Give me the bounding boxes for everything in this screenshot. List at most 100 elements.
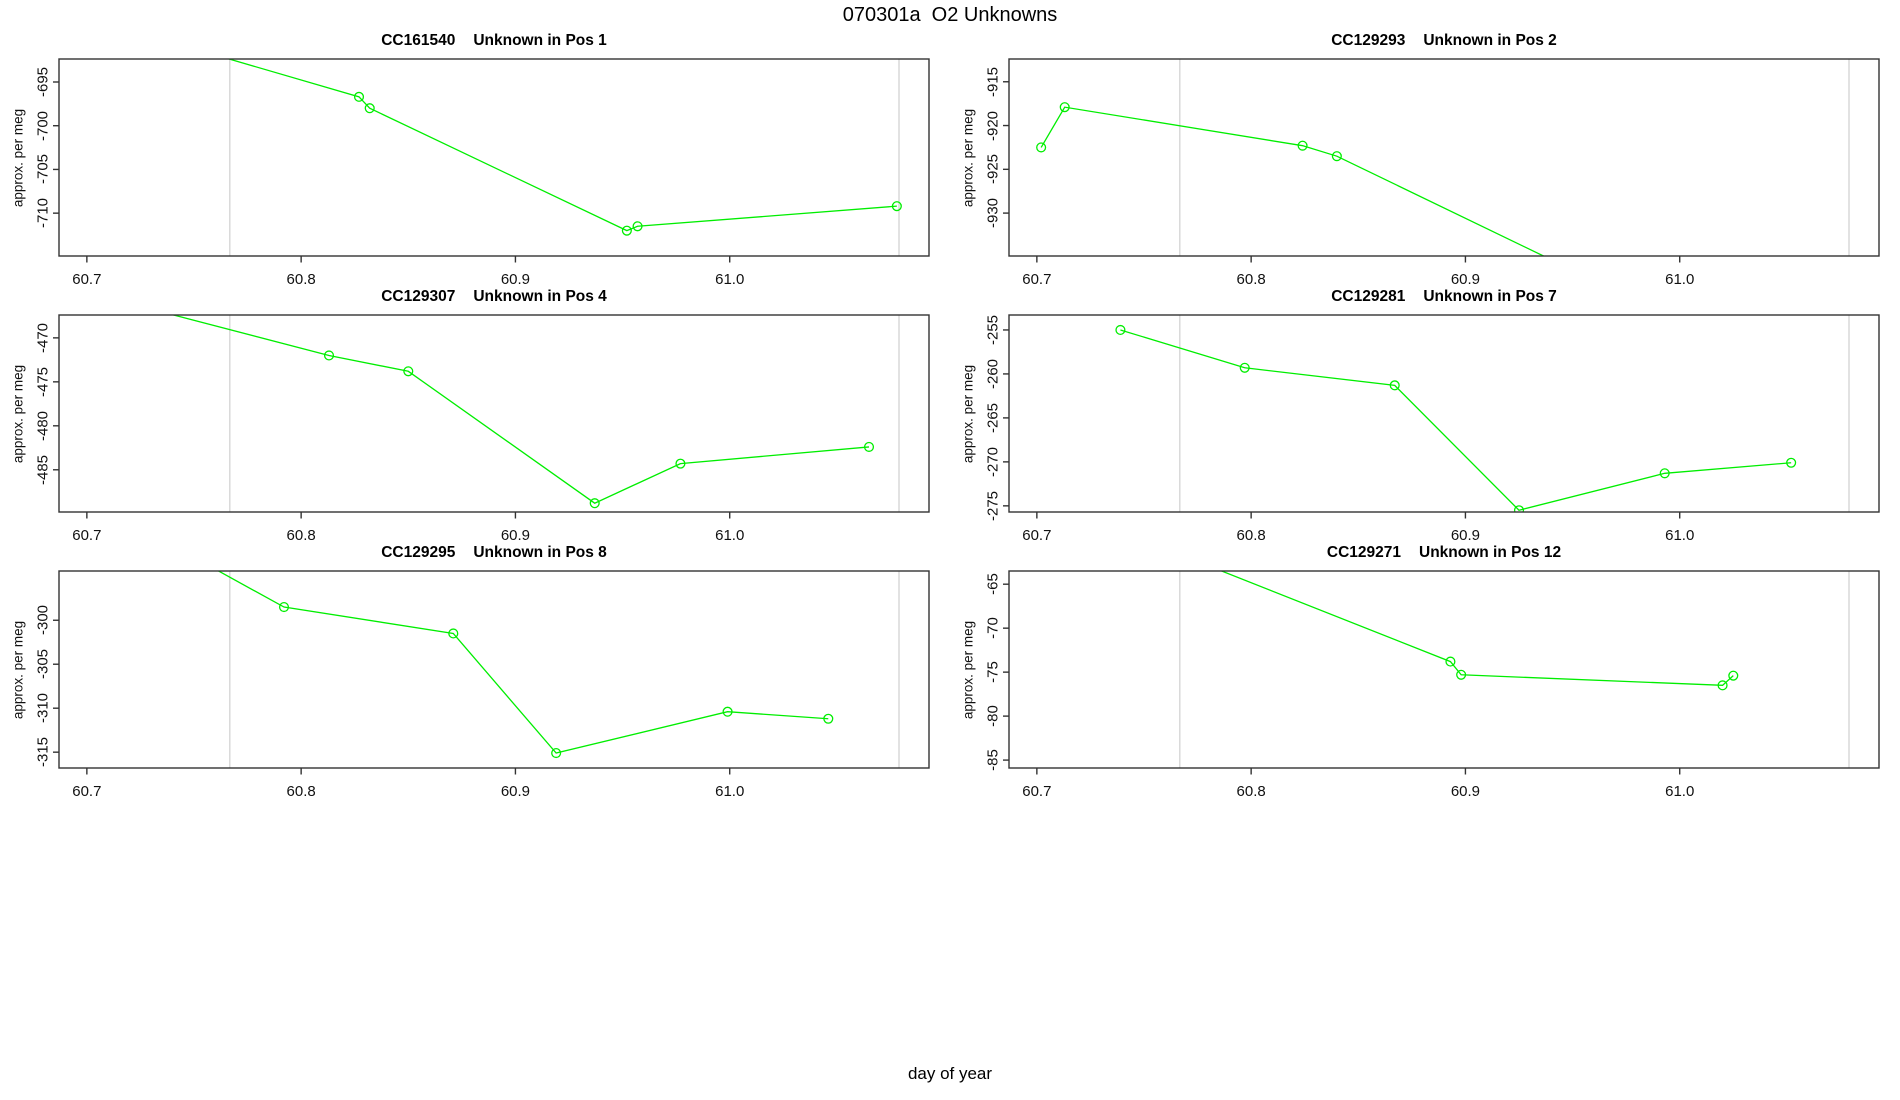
subplot-plot-area-CC129271 [1003,569,1880,775]
y-tick-label: -485 [34,454,52,485]
data-point-marker [323,350,335,361]
data-line [171,315,870,504]
subplot-title-CC129281: CC129281 Unknown in Pos 7 [1331,288,1557,306]
data-line [217,571,829,754]
data-point-marker [621,225,632,236]
y-tick-label: -700 [34,110,52,141]
data-series [205,569,834,759]
sample-desc-label: Unknown in Pos 2 [1423,32,1557,49]
x-tick-label: 60.7 [72,527,102,544]
subplot-plot-area-CC129293 [1003,58,1880,263]
data-point-marker [863,441,875,452]
y-axis-label: approx. per meg [960,364,976,463]
data-point-marker [1331,151,1342,162]
y-tick-label: -80 [984,705,1002,727]
y-tick-label: -915 [984,66,1002,97]
x-tick-label: 60.7 [72,271,102,288]
data-series [171,315,875,509]
sample-id-label: CC129271 [1326,544,1401,561]
data-point-marker [551,747,562,759]
sample-desc-label: Unknown in Pos 4 [473,288,607,305]
x-axis-global-label: day of year [907,1064,993,1083]
data-line [1120,329,1792,511]
x-tick-label: 60.7 [1022,271,1052,288]
data-point-marker [1115,324,1126,336]
y-axis-label: approx. per meg [10,108,26,207]
x-tick-label: 61.0 [1665,271,1695,288]
data-point-marker [1204,569,1213,570]
y-axis-label: approx. per meg [10,364,26,463]
data-point-marker [364,103,375,114]
subplot-title-CC129293: CC129293 Unknown in Pos 2 [1331,32,1557,50]
y-tick-label: -75 [984,661,1002,683]
plot-border [1008,58,1880,257]
x-tick-label: 60.9 [500,527,531,544]
data-point-marker [722,706,733,717]
data-point-marker [1389,380,1400,391]
subplot-plot-area-CC129295 [53,569,930,775]
plot-border [1008,314,1880,513]
subplot-title-CC129307: CC129307 Unknown in Pos 4 [381,288,607,306]
x-tick-label: 60.9 [500,783,531,800]
data-point-marker [1786,457,1797,468]
sample-id-label: CC161540 [381,32,456,49]
x-tick-label: 60.8 [286,783,316,800]
data-point-marker [1456,669,1467,680]
data-point-marker [632,221,643,232]
subplot-plot-area-CC129281 [1003,314,1880,519]
x-tick-label: 61.0 [1665,527,1695,544]
x-tick-label: 60.9 [1450,527,1481,544]
data-point-marker [403,366,414,377]
subplot-plot-area-CC129307 [53,314,930,519]
y-tick-label: -305 [34,649,52,680]
y-tick-label: -920 [984,110,1002,141]
data-point-marker [1445,656,1456,667]
data-point-marker [278,602,290,613]
sample-id-label: CC129307 [381,288,456,305]
y-tick-label: -480 [34,410,52,441]
x-tick-label: 60.9 [500,271,531,288]
y-tick-label: -925 [984,154,1002,185]
sample-id-label: CC129295 [381,544,456,561]
y-tick-label: -470 [34,322,52,353]
data-point-marker [1059,102,1070,113]
x-tick-label: 61.0 [715,271,745,288]
sample-id-label: CC129293 [1331,32,1406,49]
data-point-marker [1297,140,1308,151]
y-tick-label: -475 [34,366,52,397]
plot-border [58,58,930,257]
x-tick-label: 60.7 [1022,783,1052,800]
y-tick-label: -695 [34,66,52,97]
x-tick-label: 61.0 [715,783,745,800]
data-point-marker [589,498,600,509]
data-line [226,59,897,232]
data-series [1204,569,1739,691]
data-point-marker [1728,670,1739,681]
y-axis-label: approx. per meg [960,108,976,207]
plot-border [58,314,930,513]
x-tick-label: 60.9 [1450,783,1481,800]
plot-border [58,570,930,769]
y-tick-label: -255 [984,314,1002,345]
sample-desc-label: Unknown in Pos 1 [473,32,607,49]
page-title: 070301a O2 Unknowns [842,4,1058,26]
sample-desc-label: Unknown in Pos 7 [1423,288,1557,305]
sample-desc-label: Unknown in Pos 12 [1419,544,1562,561]
data-point-marker [1513,505,1525,512]
x-tick-label: 60.8 [1236,527,1266,544]
data-point-marker [823,713,834,724]
y-tick-label: -275 [984,490,1002,521]
y-tick-label: -310 [34,693,52,724]
y-tick-label: -70 [984,617,1002,639]
subplot-title-CC129271: CC129271 Unknown in Pos 12 [1327,544,1561,562]
data-series [226,59,902,236]
plot-border [1008,570,1880,769]
data-line [1219,571,1734,686]
data-point-marker [205,569,214,570]
x-tick-label: 60.8 [1236,271,1266,288]
y-tick-label: -315 [34,737,52,768]
data-series [1036,102,1546,256]
data-point-marker [891,201,902,212]
y-tick-label: -265 [984,402,1002,433]
